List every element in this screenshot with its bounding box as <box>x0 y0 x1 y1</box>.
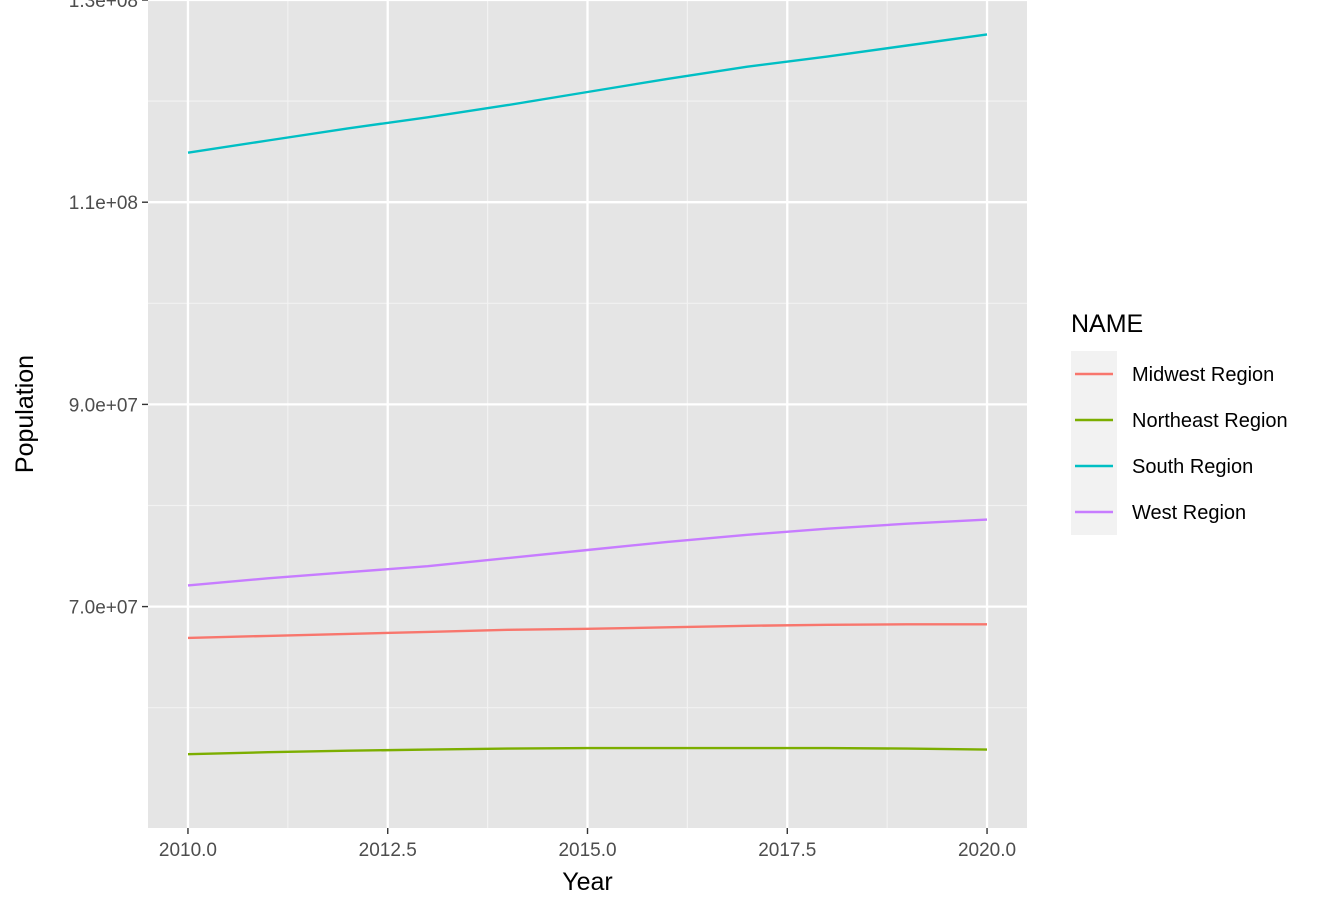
y-tick-label: 1.3e+08 <box>69 0 138 12</box>
y-axis-title: Population <box>11 355 39 473</box>
legend-items: Midwest Region Northeast Region South Regi… <box>1075 364 1288 524</box>
x-tick-label: 2020.0 <box>958 840 1016 861</box>
series-line-west-region <box>187 518 988 587</box>
x-tick-label: 2015.0 <box>558 840 616 861</box>
series-line-south-region <box>187 33 988 154</box>
y-tick-label: 1.1e+08 <box>69 193 138 214</box>
legend-title: NAME <box>1071 310 1143 338</box>
legend: NAME Midwest Region Northeast Region South… <box>1071 310 1288 535</box>
legend-keys-background <box>1071 351 1117 535</box>
y-tick-label: 9.0e+07 <box>69 395 138 416</box>
x-tick-label: 2017.5 <box>758 840 816 861</box>
x-tick-label: 2010.0 <box>159 840 217 861</box>
x-axis: 2010.0 2012.5 2015.0 2017.5 2020.0 <box>159 828 1016 861</box>
legend-label-midwest-region: Midwest Region <box>1132 364 1274 386</box>
x-tick-label: 2012.5 <box>359 840 417 861</box>
y-tick-label: 7.0e+07 <box>69 598 138 619</box>
x-axis-title: Year <box>562 868 613 896</box>
legend-label-south-region: South Region <box>1132 456 1253 478</box>
legend-label-northeast-region: Northeast Region <box>1132 410 1288 432</box>
y-axis: 7.0e+07 9.0e+07 1.1e+08 1.3e+08 <box>69 0 148 619</box>
grid-major <box>148 0 1027 828</box>
legend-label-west-region: West Region <box>1132 502 1246 524</box>
series-line-midwest-region <box>187 623 987 640</box>
series-line-northeast-region <box>187 746 988 756</box>
series-lines <box>187 33 988 756</box>
